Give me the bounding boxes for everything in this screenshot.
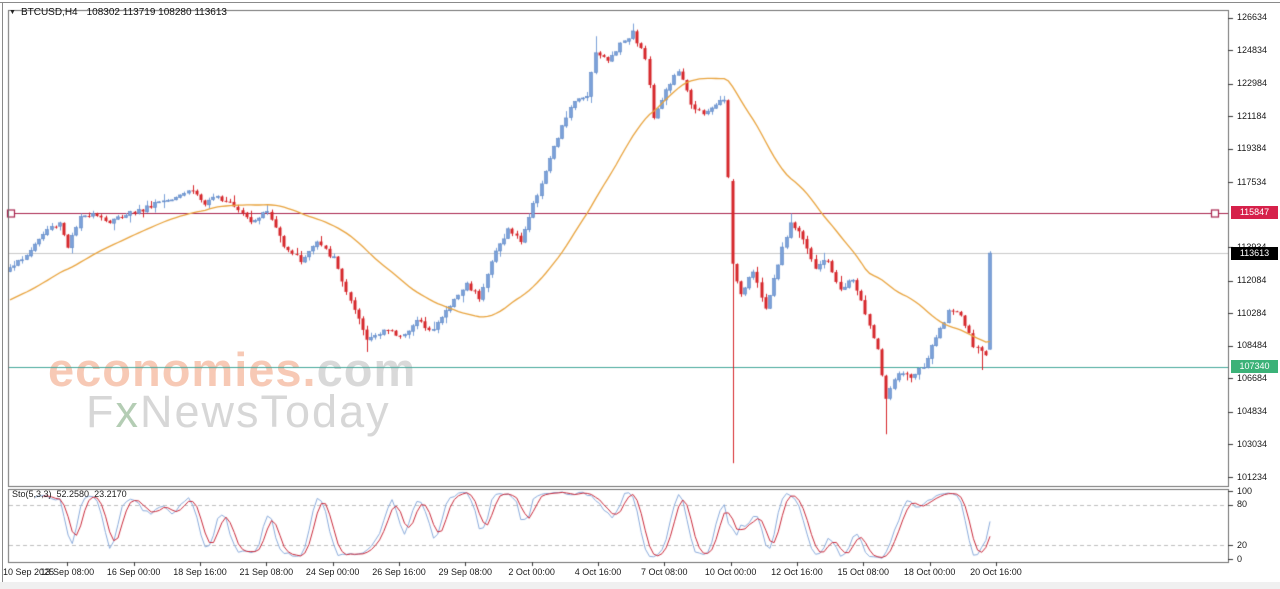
chart-canvas[interactable] bbox=[0, 0, 1280, 589]
